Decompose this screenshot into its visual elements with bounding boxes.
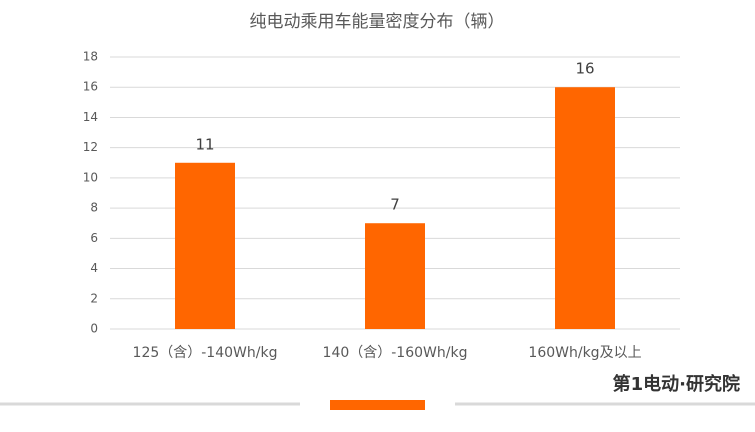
bar	[365, 223, 425, 329]
value-label: 11	[195, 135, 214, 153]
y-tick-label: 12	[83, 140, 98, 154]
y-tick-label: 4	[90, 261, 98, 275]
y-tick-label: 16	[83, 80, 98, 94]
x-tick-label: 140（含）-160Wh/kg	[323, 345, 468, 361]
y-tick-label: 14	[83, 110, 98, 124]
x-tick-label: 125（含）-140Wh/kg	[133, 345, 278, 361]
y-tick-label: 0	[90, 322, 98, 336]
footer-accent	[330, 400, 425, 410]
value-label: 7	[390, 196, 400, 214]
footer-logo: 第1电动·研究院	[613, 373, 740, 395]
y-tick-label: 10	[83, 170, 98, 184]
y-tick-label: 6	[90, 231, 98, 245]
bar	[555, 87, 615, 329]
x-tick-label: 160Wh/kg及以上	[528, 345, 641, 361]
value-label: 16	[575, 60, 594, 78]
bar	[175, 162, 235, 329]
y-tick-label: 18	[83, 50, 98, 64]
y-tick-label: 8	[90, 201, 98, 215]
chart-title: 纯电动乘用车能量密度分布（辆）	[250, 12, 505, 32]
y-tick-label: 2	[90, 291, 98, 305]
